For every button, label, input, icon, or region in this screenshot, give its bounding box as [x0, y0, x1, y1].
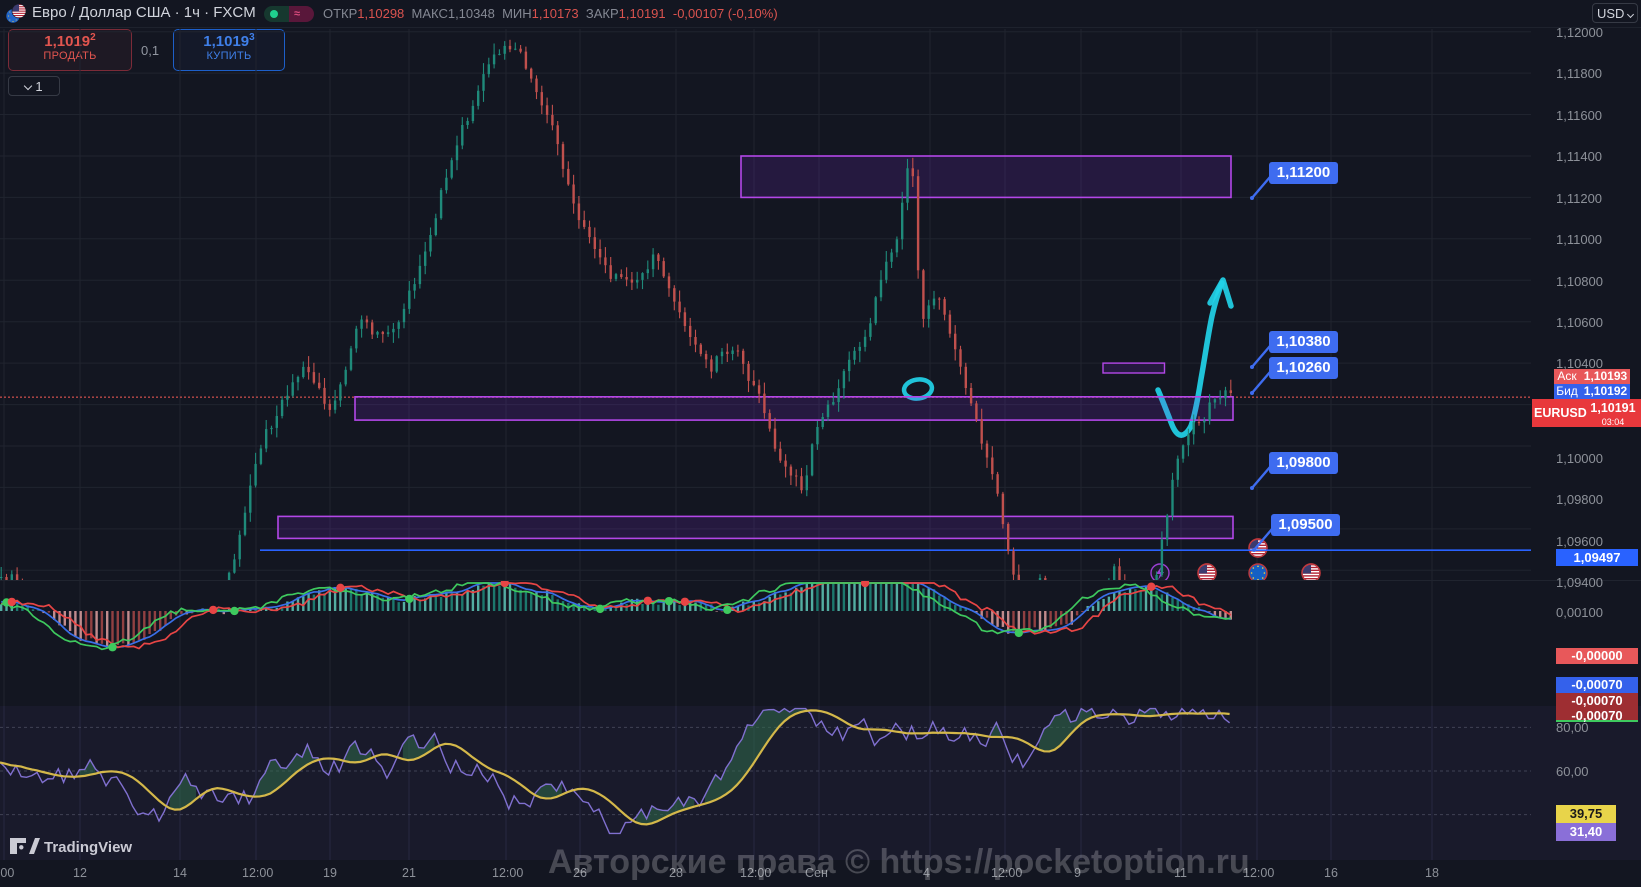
svg-text:TradingView: TradingView [44, 839, 132, 856]
